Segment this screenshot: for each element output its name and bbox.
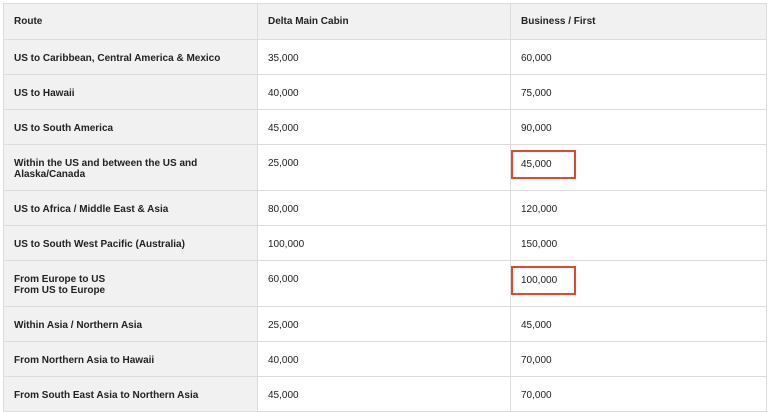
table-body: US to Caribbean, Central America & Mexic…	[3, 39, 767, 412]
route-label: US to Hawaii	[14, 88, 75, 99]
table-row: From Northern Asia to Hawaii 40,000 70,000	[3, 341, 767, 377]
business-first-miles-cell: 90,000	[510, 109, 767, 145]
business-first-miles-cell: 120,000	[510, 190, 767, 226]
table-row: US to Africa / Middle East & Asia 80,000 1…	[3, 190, 767, 226]
business-first-miles-cell: 150,000	[510, 225, 767, 261]
business-first-miles-cell: 100,000	[510, 260, 767, 307]
main-cabin-miles-cell: 40,000	[257, 74, 511, 110]
business-first-miles-cell: 70,000	[510, 341, 767, 377]
column-header-business-first: Business / First	[510, 3, 767, 40]
table-row: US to South West Pacific (Australia) 100,…	[3, 225, 767, 261]
route-cell: Within Asia / Northern Asia	[3, 306, 258, 342]
main-cabin-miles-cell: 45,000	[257, 109, 511, 145]
route-cell: US to Africa / Middle East & Asia	[3, 190, 258, 226]
main-cabin-miles-cell: 35,000	[257, 39, 511, 75]
route-label: From Europe to US	[14, 274, 106, 285]
route-label: Within Asia / Northern Asia	[14, 320, 143, 331]
route-cell: US to South West Pacific (Australia)	[3, 225, 258, 261]
route-label: Alaska/Canada	[14, 169, 86, 180]
route-cell: US to Caribbean, Central America & Mexic…	[3, 39, 258, 75]
main-cabin-miles-cell: 45,000	[257, 376, 511, 412]
business-first-miles-cell: 45,000	[510, 306, 767, 342]
route-label: US to Caribbean, Central America & Mexic…	[14, 53, 221, 64]
table-row: From Europe to US From US to Europe 60,000…	[3, 260, 767, 307]
route-cell: From South East Asia to Northern Asia	[3, 376, 258, 412]
column-header-route: Route	[3, 3, 258, 40]
table-row: Within Asia / Northern Asia 25,000 45,000	[3, 306, 767, 342]
table-row: From South East Asia to Northern Asia 45,…	[3, 376, 767, 412]
business-first-miles-cell: 70,000	[510, 376, 767, 412]
route-label: From South East Asia to Northern Asia	[14, 390, 199, 401]
route-cell: US to South America	[3, 109, 258, 145]
highlight-box: 45,000	[511, 150, 576, 179]
business-first-miles-cell: 75,000	[510, 74, 767, 110]
route-cell: Within the US and between the US and Alas…	[3, 144, 258, 191]
route-label: Within the US and between the US and	[14, 158, 198, 169]
route-cell: US to Hawaii	[3, 74, 258, 110]
award-chart-table: Route Delta Main Cabin Business / First …	[3, 3, 767, 412]
main-cabin-miles-cell: 60,000	[257, 260, 511, 307]
table-row: Within the US and between the US and Alas…	[3, 144, 767, 191]
table-row: US to South America 45,000 90,000	[3, 109, 767, 145]
route-label: US to Africa / Middle East & Asia	[14, 204, 169, 215]
table-row: US to Hawaii 40,000 75,000	[3, 74, 767, 110]
main-cabin-miles-cell: 80,000	[257, 190, 511, 226]
business-first-miles-cell: 45,000	[510, 144, 767, 191]
table-row: US to Caribbean, Central America & Mexic…	[3, 39, 767, 75]
business-first-miles-cell: 60,000	[510, 39, 767, 75]
table-header-row: Route Delta Main Cabin Business / First	[3, 3, 767, 40]
route-cell: From Northern Asia to Hawaii	[3, 341, 258, 377]
main-cabin-miles-cell: 40,000	[257, 341, 511, 377]
route-label: US to South America	[14, 123, 114, 134]
column-header-main-cabin: Delta Main Cabin	[257, 3, 511, 40]
main-cabin-miles-cell: 25,000	[257, 144, 511, 191]
route-label: US to South West Pacific (Australia)	[14, 239, 185, 250]
route-label: From Northern Asia to Hawaii	[14, 355, 155, 366]
main-cabin-miles-cell: 100,000	[257, 225, 511, 261]
route-cell: From Europe to US From US to Europe	[3, 260, 258, 307]
main-cabin-miles-cell: 25,000	[257, 306, 511, 342]
highlight-box: 100,000	[511, 266, 576, 295]
route-label: From US to Europe	[14, 285, 106, 296]
